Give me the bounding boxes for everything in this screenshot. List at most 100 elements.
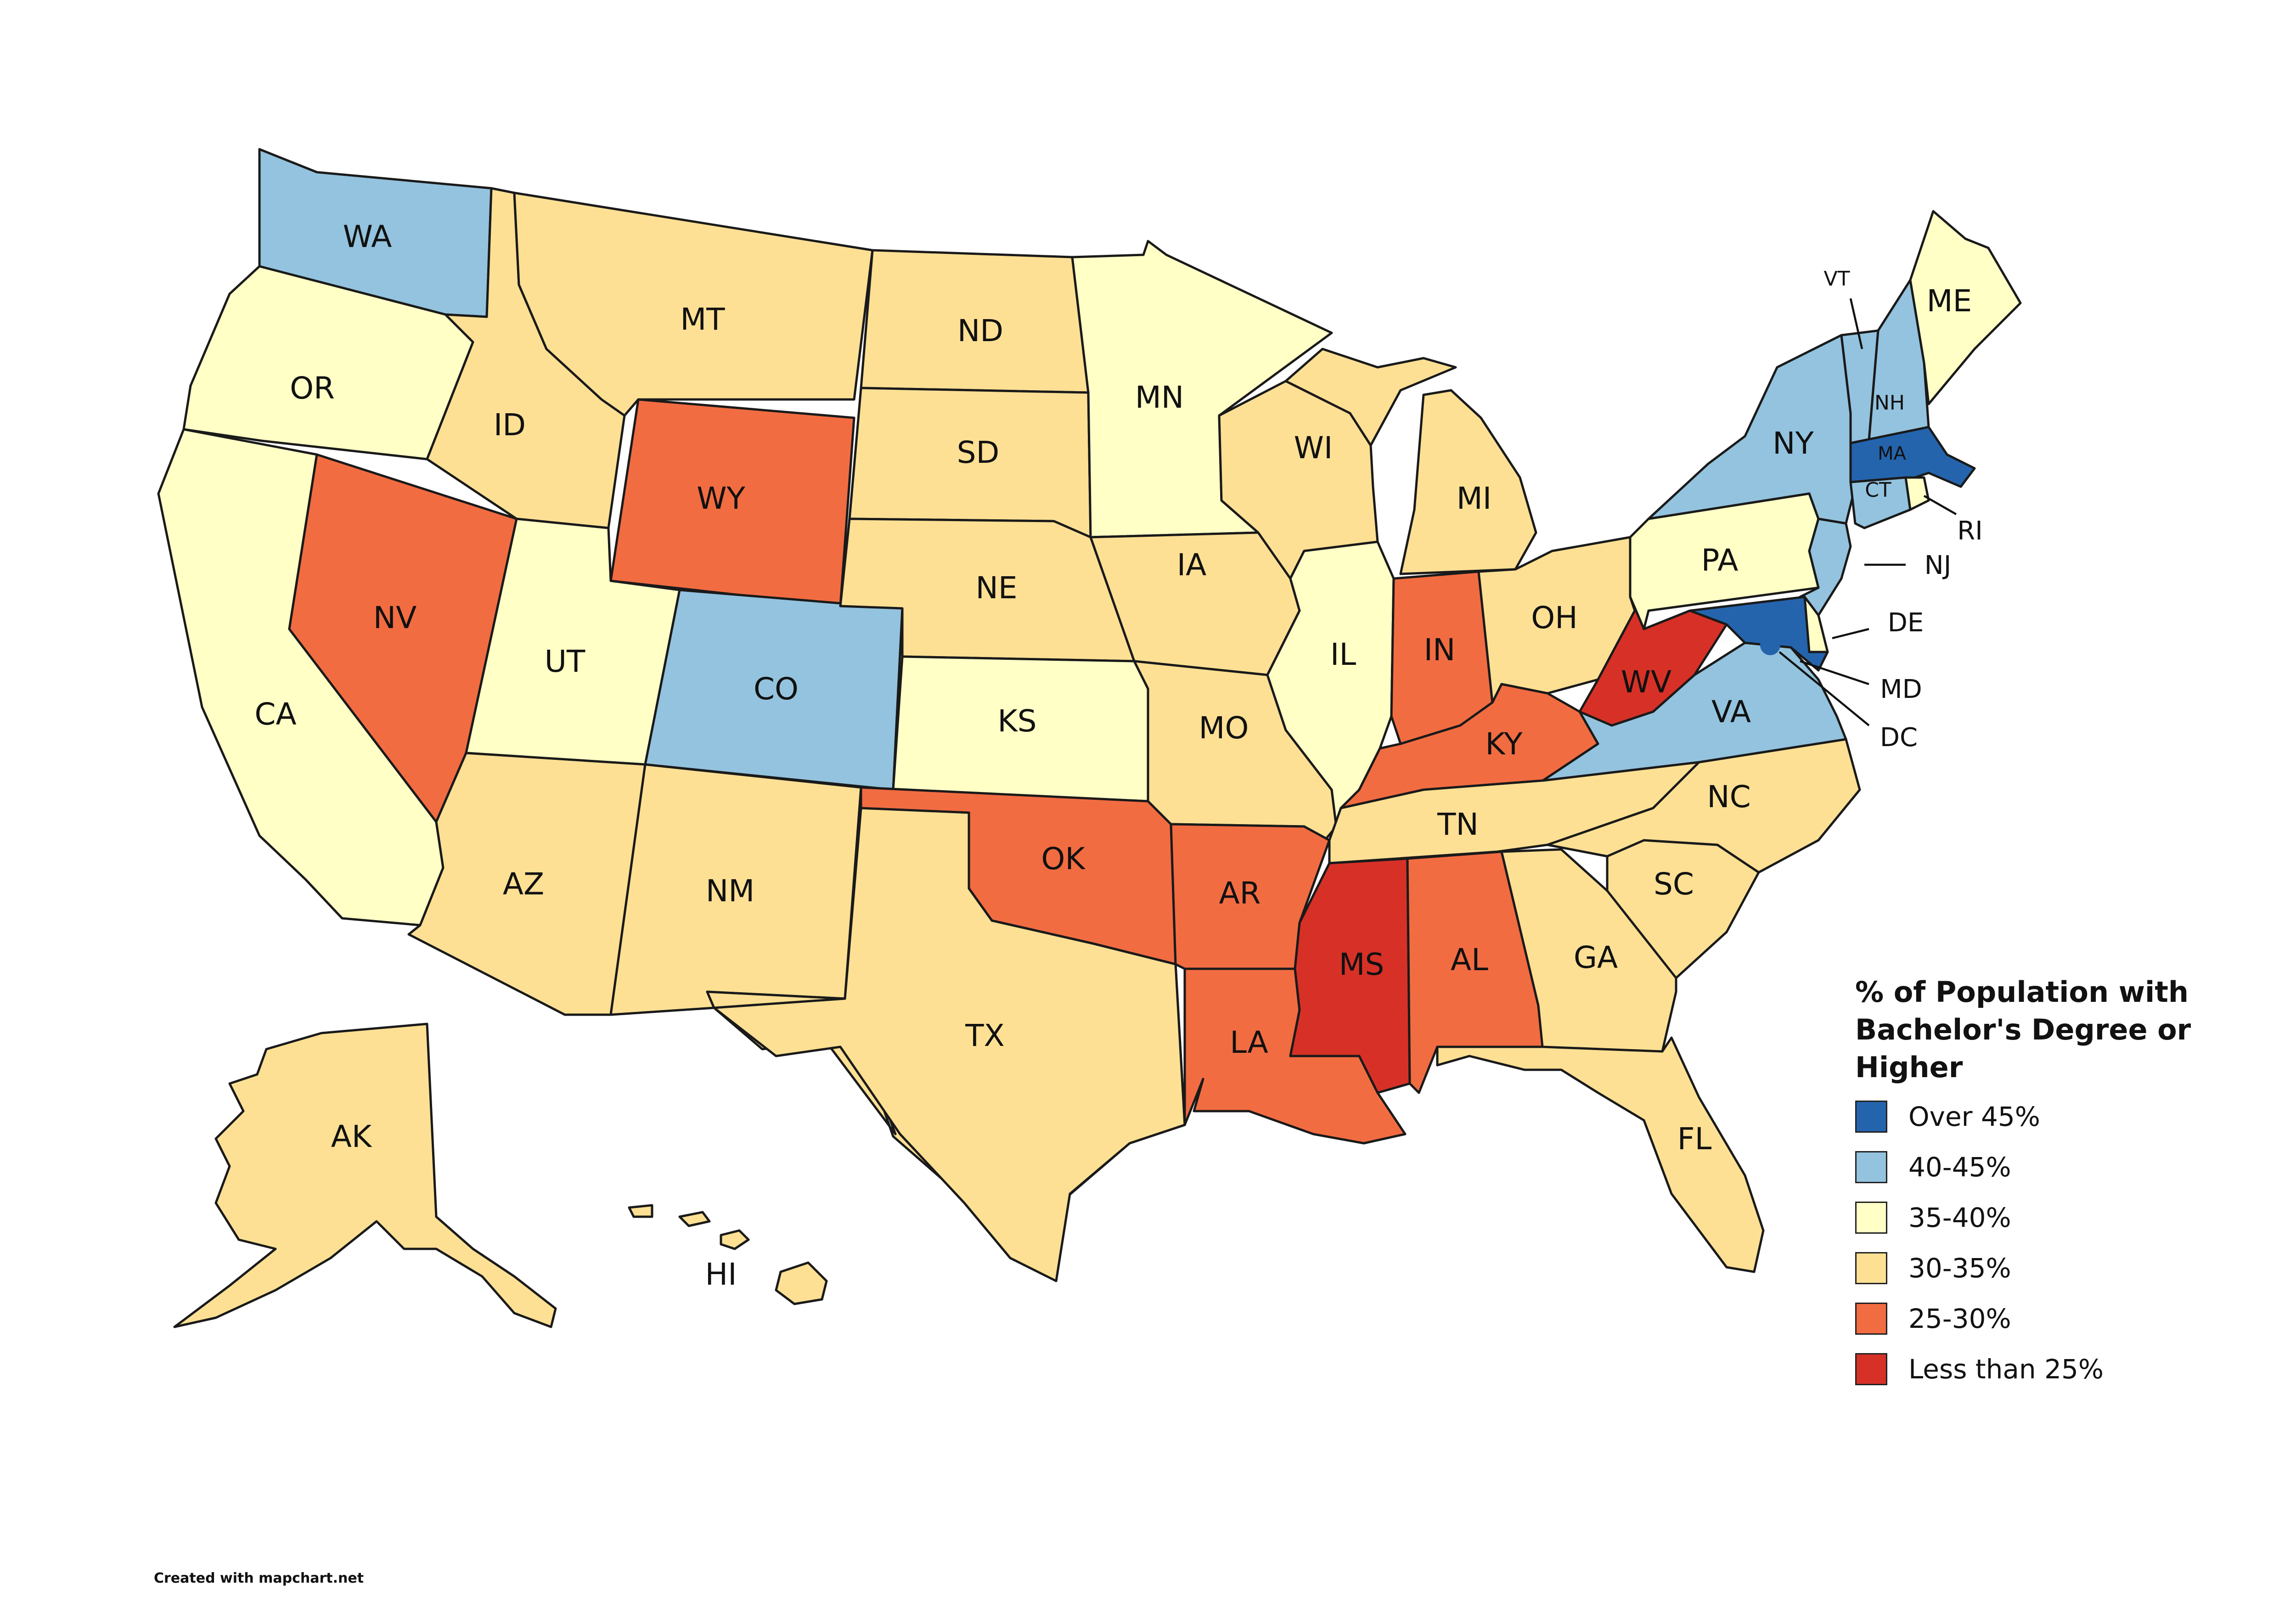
state-fl[interactable] [1436, 1036, 1765, 1273]
leader-de [1832, 628, 1869, 640]
state-mt[interactable] [513, 191, 874, 417]
state-mi[interactable] [1399, 389, 1537, 575]
state-me[interactable] [1909, 210, 2022, 405]
leader-dc [1778, 651, 1870, 726]
label-ri: RI [1957, 516, 1982, 546]
legend-label-over45: Over 45% [1908, 1101, 2040, 1132]
state-md[interactable] [1688, 596, 1829, 672]
label-wa: WA [343, 219, 392, 254]
credit-text: Created with mapchart.net [154, 1570, 364, 1586]
legend-item-over45: Over 45% [1855, 1096, 2268, 1137]
label-in: IN [1424, 632, 1456, 668]
label-hi: HI [705, 1257, 737, 1292]
label-ma: MA [1878, 443, 1907, 464]
state-hi-island-4[interactable] [628, 1204, 653, 1218]
label-nd: ND [957, 313, 1003, 348]
label-ar: AR [1219, 876, 1261, 911]
label-wv: WV [1621, 664, 1671, 700]
legend-label-under25: Less than 25% [1908, 1354, 2104, 1385]
state-dc[interactable] [1760, 635, 1780, 655]
state-hi[interactable] [775, 1261, 828, 1305]
legend-item-under25: Less than 25% [1855, 1349, 2268, 1389]
label-ga: GA [1574, 940, 1618, 975]
legend-title-line-3: Higher [1855, 1051, 1963, 1084]
legend-item-35-40: 35-40% [1855, 1197, 2268, 1238]
label-or: OR [290, 371, 335, 406]
label-va: VA [1711, 694, 1751, 730]
label-nc: NC [1707, 779, 1750, 815]
state-ga[interactable] [1500, 848, 1677, 1053]
legend-swatch-35-40 [1855, 1202, 1887, 1234]
legend-label-35-40: 35-40% [1908, 1202, 2011, 1233]
state-tx-main[interactable] [713, 807, 1186, 1282]
label-ut: UT [545, 644, 585, 679]
legend-swatch-40-45 [1855, 1151, 1887, 1183]
label-ms: MS [1339, 947, 1384, 982]
legend-label-30-35: 30-35% [1908, 1253, 2011, 1284]
legend-label-40-45: 40-45% [1908, 1152, 2011, 1183]
label-sd: SD [957, 435, 1000, 470]
state-hi-island-3[interactable] [678, 1211, 711, 1227]
legend-label-25-30: 25-30% [1908, 1303, 2011, 1334]
label-co: CO [754, 671, 799, 707]
legend: % of Population with Bachelor's Degree o… [1855, 973, 2268, 1389]
label-az: AZ [503, 866, 544, 902]
state-nc[interactable] [1546, 738, 1861, 874]
legend-title-line-2: Bachelor's Degree or [1855, 1013, 2191, 1046]
state-wv[interactable] [1578, 596, 1728, 727]
label-ct: CT [1865, 478, 1891, 502]
label-mi: MI [1457, 481, 1491, 516]
leader-vt [1849, 298, 1863, 349]
label-al: AL [1451, 942, 1488, 978]
state-ny[interactable] [1647, 334, 1857, 525]
label-ca: CA [254, 697, 296, 732]
label-wy: WY [697, 481, 745, 516]
state-ak[interactable] [173, 1023, 557, 1328]
label-mn: MN [1135, 380, 1184, 415]
legend-item-30-35: 30-35% [1855, 1248, 2268, 1288]
label-me: ME [1927, 283, 1972, 319]
label-la: LA [1230, 1025, 1268, 1060]
legend-swatch-25-30 [1855, 1303, 1887, 1335]
label-ok: OK [1041, 841, 1086, 877]
legend-swatch-under25 [1855, 1353, 1887, 1385]
label-ks: KS [997, 703, 1036, 739]
label-pa: PA [1701, 543, 1739, 578]
label-md: MD [1880, 674, 1922, 704]
legend-item-25-30: 25-30% [1855, 1298, 2268, 1339]
label-nv: NV [373, 600, 417, 635]
state-ct[interactable] [1849, 476, 1912, 529]
label-mt: MT [680, 302, 725, 337]
legend-item-40-45: 40-45% [1855, 1147, 2268, 1187]
label-wi: WI [1294, 430, 1333, 466]
label-nj: NJ [1925, 551, 1951, 580]
label-oh: OH [1531, 600, 1578, 635]
label-dc: DC [1880, 723, 1918, 753]
state-nh[interactable] [1868, 279, 1930, 442]
state-hi-island-2[interactable] [720, 1229, 750, 1250]
label-nm: NM [706, 873, 754, 909]
label-fl: FL [1677, 1121, 1712, 1157]
label-ky: KY [1485, 726, 1523, 762]
legend-title: % of Population with Bachelor's Degree o… [1855, 973, 2268, 1086]
state-ri[interactable] [1904, 476, 1930, 511]
legend-title-line-1: % of Population with [1855, 975, 2189, 1009]
label-de: DE [1888, 608, 1924, 638]
leader-md [1800, 660, 1869, 686]
legend-swatch-over45 [1855, 1101, 1887, 1133]
legend-swatch-30-35 [1855, 1252, 1887, 1284]
label-ak: AK [331, 1119, 372, 1154]
label-mo: MO [1199, 710, 1249, 746]
leader-ri [1923, 495, 1957, 515]
label-sc: SC [1654, 866, 1694, 902]
label-ny: NY [1773, 426, 1814, 461]
label-nh: NH [1874, 391, 1905, 415]
state-mi-up[interactable] [1284, 348, 1457, 447]
label-tn: TN [1437, 807, 1479, 842]
label-vt: VT [1824, 267, 1850, 291]
label-tx: TX [965, 1018, 1005, 1053]
label-ne: NE [975, 570, 1017, 606]
label-ia: IA [1177, 547, 1207, 583]
label-id: ID [494, 407, 526, 443]
